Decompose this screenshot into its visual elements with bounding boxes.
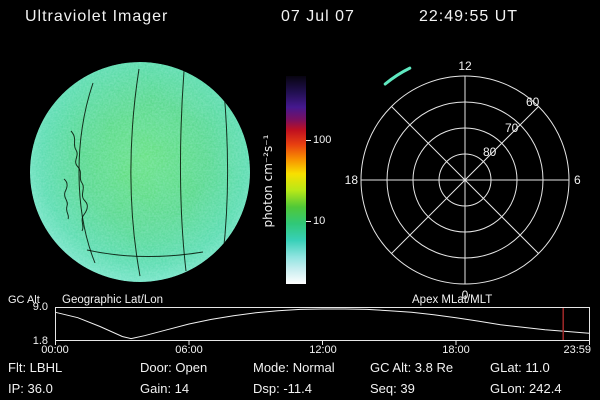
- orbit-title-geographic: Geographic Lat/Lon: [62, 294, 164, 306]
- orbit-ytick-bottom: 1.8: [32, 335, 48, 347]
- uv-noise-grain: [30, 62, 250, 282]
- polar-spoke-mlt-3: [464, 179, 539, 254]
- gc-alt-plot: [55, 307, 590, 345]
- orbit-curve: [55, 308, 590, 340]
- mlt-label-6: 6: [574, 173, 581, 187]
- colorbar-tick-100: 100: [313, 134, 332, 146]
- status-seq: Seq: 39: [370, 381, 415, 396]
- status-mode: Mode: Normal: [253, 360, 335, 375]
- xtick-2359: 23:59: [563, 344, 591, 356]
- status-filter: Flt: LBHL: [8, 360, 63, 375]
- aurora-data-mark: [383, 66, 412, 86]
- colorbar-tick-10: 10: [313, 215, 326, 227]
- xtick-0600: 06:00: [175, 344, 203, 356]
- orbit-axis-ticks: [55, 340, 590, 345]
- colorbar-tickmark-100: [306, 140, 311, 141]
- xtick-1200: 12:00: [309, 344, 337, 356]
- polar-spoke-mlt-21: [391, 179, 466, 254]
- apex-mlat-mlt-plot: 12 18 6 0 60 70 80: [345, 59, 581, 302]
- mlat-label-70: 70: [505, 121, 519, 135]
- xtick-1800: 18:00: [442, 344, 470, 356]
- orbit-plot-frame: [55, 307, 590, 341]
- observation-time-ut: 22:49:55 UT: [419, 8, 519, 25]
- orbit-ylabel: GC Alt: [8, 294, 40, 306]
- mlat-label-60: 60: [526, 95, 540, 109]
- status-gc-alt: GC Alt: 3.8 Re: [370, 360, 454, 375]
- uv-earth-image: [30, 62, 250, 282]
- instrument-title: Ultraviolet Imager: [25, 8, 169, 25]
- orbit-title-apex: Apex MLat/MLT: [412, 294, 493, 306]
- geo-grid-overlay: [63, 68, 229, 277]
- mlt-label-0: 0: [462, 288, 469, 302]
- colorbar-tickmark-10: [306, 221, 311, 222]
- polar-spoke-mlt-9: [464, 106, 539, 181]
- status-glat: GLat: 11.0: [490, 360, 550, 375]
- polar-grid: [360, 66, 570, 285]
- colorbar-gradient: [286, 76, 306, 284]
- status-dsp: Dsp: -11.4: [253, 381, 313, 396]
- mlt-label-18: 18: [345, 173, 359, 187]
- status-gain: Gain: 14: [140, 381, 190, 396]
- mlt-label-12: 12: [458, 59, 472, 73]
- status-ip: IP: 36.0: [8, 381, 53, 396]
- orbit-ytick-top: 9.0: [32, 301, 48, 313]
- status-door: Door: Open: [140, 360, 208, 375]
- status-glon: GLon: 242.4: [490, 381, 562, 396]
- polar-spoke-mlt-15: [391, 106, 466, 181]
- xtick-0000: 00:00: [41, 344, 69, 356]
- colorbar-units-label: photon cm⁻²s⁻¹: [261, 134, 275, 228]
- mlat-label-80: 80: [483, 145, 497, 159]
- observation-date: 07 Jul 07: [281, 8, 355, 25]
